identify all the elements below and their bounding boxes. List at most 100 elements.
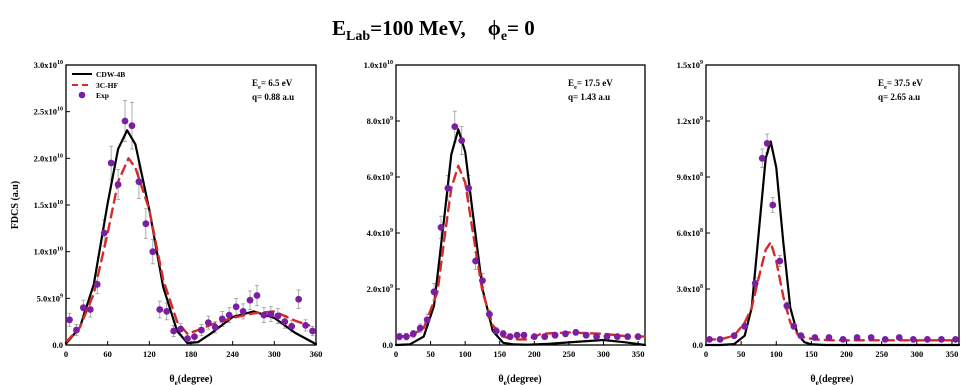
exp-point (430, 288, 438, 296)
exp-point (309, 327, 316, 335)
axis-ticks: 0 50 100 150 200 250 300 350 0.0 2.0x109 4.0x109 6.… (364, 60, 645, 359)
exp-point (797, 332, 805, 340)
exp-point (520, 331, 528, 339)
exp-point (485, 310, 493, 318)
exp-point (499, 330, 507, 338)
x-tick-label: 120 (143, 349, 156, 359)
exp-point (79, 304, 87, 312)
exp-point (492, 327, 500, 335)
y-tick-label: 0.0 (382, 340, 393, 350)
exp-point (198, 326, 205, 334)
exp-point (513, 331, 521, 339)
y-tick-label: 1.5x109 (677, 60, 703, 70)
exp-point (551, 331, 559, 339)
exp-point (163, 308, 171, 315)
x-tick-label: 150 (805, 349, 818, 359)
y-tick-label: 2.5x1010 (34, 107, 63, 117)
x-axis-label: θe(degree) (169, 374, 212, 385)
figure-title: ELab=100 MeV, ϕe= 0 (332, 16, 535, 44)
exp-point (396, 333, 403, 340)
energy-annotation: Ee= 17.5 eV (568, 78, 613, 91)
y-tick-label: 1.0x1010 (34, 247, 63, 257)
exp-point (177, 325, 184, 333)
exp-point (706, 336, 713, 343)
exp-point (541, 333, 549, 340)
exp-point (66, 316, 73, 324)
panel-3: 0 50 100 150 200 250 300 350 0.0 3.0x108 6.0x108 9.… (677, 60, 961, 385)
x-axis-label: θe(degree) (810, 374, 853, 385)
exp-point (239, 308, 247, 315)
plot-marks (64, 100, 318, 346)
exp-point (763, 140, 771, 147)
exp-point (634, 333, 642, 340)
x-tick-label: 50 (426, 349, 435, 359)
plot-marks (704, 133, 961, 347)
legend-label-hf: 3C-HF (96, 81, 118, 90)
y-tick-label: 1.2x109 (677, 116, 703, 126)
x-axis-label: θe(degree) (498, 374, 541, 385)
hf-curve (394, 164, 647, 341)
exp-point (506, 333, 514, 340)
x-tick-label: 200 (840, 349, 853, 359)
y-tick-label: 2.0x109 (367, 284, 393, 294)
exp-point (938, 336, 945, 343)
exp-point (783, 302, 791, 310)
exp-point (260, 311, 268, 319)
exp-point (225, 311, 233, 319)
y-tick-label: 0.0 (52, 340, 63, 350)
exp-point (93, 280, 101, 288)
hf-curve (704, 241, 961, 342)
x-tick-label: 0 (704, 349, 708, 359)
y-tick-label: 1.5x1010 (34, 200, 63, 210)
y-tick-label: 1.0x1010 (364, 60, 393, 70)
exp-point (769, 201, 777, 209)
exp-point (218, 315, 226, 323)
exp-point (867, 334, 875, 341)
exp-point (302, 322, 309, 329)
legend-swatch-exp (78, 91, 86, 99)
momentum-annotation: q= 2.65 a.u (878, 92, 920, 102)
exp-point (923, 336, 931, 343)
axis-ticks: 0 50 100 150 200 250 300 350 0.0 3.0x108 6.0x108 9.… (677, 60, 959, 359)
exp-point (730, 332, 738, 340)
exp-point (624, 333, 632, 340)
exp-point (776, 257, 784, 265)
exp-point (142, 220, 150, 228)
exp-point (402, 333, 410, 340)
x-tick-label: 350 (946, 349, 959, 359)
x-tick-label: 50 (737, 349, 746, 359)
exp-point (572, 329, 580, 336)
plot-frame (705, 64, 960, 346)
x-tick-label: 250 (563, 349, 576, 359)
cdw-curve (704, 140, 961, 347)
x-tick-label: 150 (493, 349, 506, 359)
exp-point (479, 277, 486, 284)
x-tick-label: 360 (310, 349, 323, 359)
energy-annotation: Ee= 6.5 eV (252, 78, 293, 91)
x-tick-label: 300 (910, 349, 923, 359)
x-tick-label: 300 (268, 349, 281, 359)
panel-2: 0 50 100 150 200 250 300 350 0.0 2.0x109 4.0x109 6.… (364, 60, 647, 385)
exp-point (839, 336, 847, 343)
exp-point (472, 257, 479, 265)
exp-point (741, 322, 749, 330)
exp-point (530, 333, 538, 340)
exp-point (211, 323, 219, 331)
exp-point (582, 331, 590, 339)
exp-point (295, 295, 303, 303)
panel-1: 0 60 120 180 240 300 360 0.0 5.0x109 1.0x1010 1.5x… (10, 60, 322, 385)
exp-point (952, 336, 959, 343)
x-tick-label: 100 (770, 349, 783, 359)
exp-point (288, 322, 296, 330)
exp-point (451, 123, 459, 130)
exp-point (825, 334, 833, 341)
exp-point (191, 333, 198, 340)
exp-point (444, 184, 452, 192)
exp-point (121, 117, 129, 125)
exp-point (107, 159, 115, 167)
exp-point (267, 310, 275, 318)
y-tick-label: 0.0 (692, 340, 703, 350)
exp-point (416, 324, 424, 332)
exp-point (128, 122, 136, 130)
